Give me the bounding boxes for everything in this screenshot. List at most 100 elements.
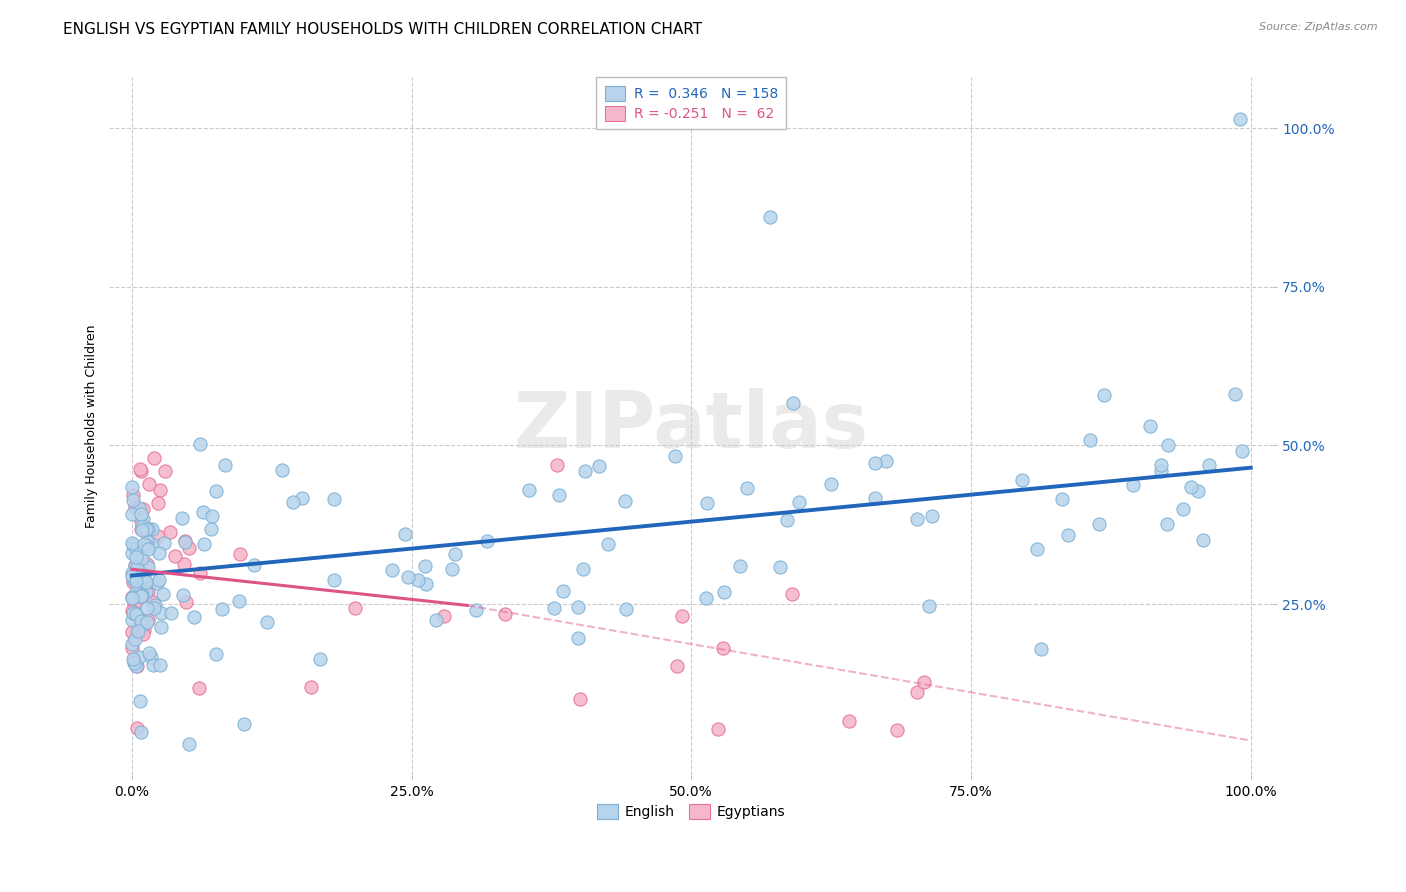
Point xyxy=(138,541,160,556)
Point xyxy=(143,601,166,615)
Point xyxy=(174,535,197,549)
Point xyxy=(128,694,150,708)
Point xyxy=(441,562,464,576)
Point xyxy=(233,717,256,731)
Point xyxy=(567,599,589,614)
Point xyxy=(1078,433,1101,447)
Point xyxy=(125,658,148,673)
Point xyxy=(820,477,842,491)
Point xyxy=(122,575,145,590)
Point xyxy=(229,548,252,562)
Text: ENGLISH VS EGYPTIAN FAMILY HOUSEHOLDS WITH CHILDREN CORRELATION CHART: ENGLISH VS EGYPTIAN FAMILY HOUSEHOLDS WI… xyxy=(63,22,703,37)
Point xyxy=(671,609,693,624)
Point xyxy=(567,631,589,645)
Point xyxy=(863,456,886,470)
Point xyxy=(666,658,689,673)
Point xyxy=(1229,112,1251,126)
Point xyxy=(121,591,143,606)
Point xyxy=(121,573,143,587)
Point xyxy=(596,537,619,551)
Point xyxy=(1092,388,1115,402)
Point xyxy=(129,725,152,739)
Point xyxy=(128,649,150,664)
Point xyxy=(138,613,160,627)
Point xyxy=(121,566,143,581)
Point xyxy=(838,714,860,728)
Point xyxy=(121,624,143,639)
Point xyxy=(121,590,143,604)
Point xyxy=(343,601,366,615)
Point xyxy=(142,595,165,609)
Point xyxy=(159,525,181,540)
Point xyxy=(135,584,157,599)
Point xyxy=(1139,418,1161,433)
Point xyxy=(124,598,146,612)
Point xyxy=(569,692,592,706)
Point xyxy=(121,480,143,494)
Point xyxy=(172,588,194,602)
Point xyxy=(918,599,941,613)
Point xyxy=(139,650,162,665)
Point xyxy=(131,519,153,533)
Point xyxy=(711,641,734,656)
Point xyxy=(121,591,143,605)
Point xyxy=(128,501,150,516)
Point xyxy=(131,571,153,585)
Point xyxy=(323,492,346,507)
Point xyxy=(131,627,153,641)
Point xyxy=(132,512,155,526)
Point xyxy=(129,507,152,521)
Point xyxy=(863,491,886,506)
Point xyxy=(475,534,498,549)
Point xyxy=(1025,542,1047,557)
Point xyxy=(155,464,177,478)
Point xyxy=(695,591,717,605)
Point xyxy=(183,610,205,624)
Point xyxy=(188,437,211,451)
Point xyxy=(124,500,146,514)
Point xyxy=(122,493,145,508)
Point xyxy=(228,593,250,607)
Point xyxy=(572,562,595,576)
Point xyxy=(551,583,574,598)
Point xyxy=(122,566,145,581)
Point xyxy=(138,476,160,491)
Point xyxy=(135,522,157,536)
Point xyxy=(214,458,236,472)
Point xyxy=(159,606,181,620)
Point xyxy=(886,723,908,738)
Point xyxy=(132,502,155,516)
Point xyxy=(432,609,454,624)
Point xyxy=(465,603,488,617)
Point xyxy=(128,581,150,595)
Point xyxy=(121,640,143,655)
Point xyxy=(406,574,429,588)
Point xyxy=(122,488,145,502)
Point xyxy=(149,606,172,620)
Point xyxy=(394,527,416,541)
Point xyxy=(548,488,571,502)
Point xyxy=(322,573,344,587)
Point xyxy=(664,449,686,463)
Point xyxy=(128,589,150,603)
Point xyxy=(149,483,172,497)
Point xyxy=(122,538,145,552)
Point xyxy=(905,685,928,699)
Point xyxy=(1122,478,1144,492)
Point xyxy=(1180,480,1202,494)
Point xyxy=(1230,443,1253,458)
Point xyxy=(124,550,146,565)
Point xyxy=(396,570,419,584)
Point xyxy=(124,558,146,572)
Point xyxy=(1011,473,1033,487)
Point xyxy=(177,541,200,555)
Point xyxy=(211,602,233,616)
Point xyxy=(758,210,780,224)
Point xyxy=(121,614,143,628)
Point xyxy=(148,529,170,543)
Point xyxy=(129,589,152,603)
Point xyxy=(121,636,143,650)
Point xyxy=(309,652,332,666)
Point xyxy=(1050,491,1073,506)
Point xyxy=(543,601,565,615)
